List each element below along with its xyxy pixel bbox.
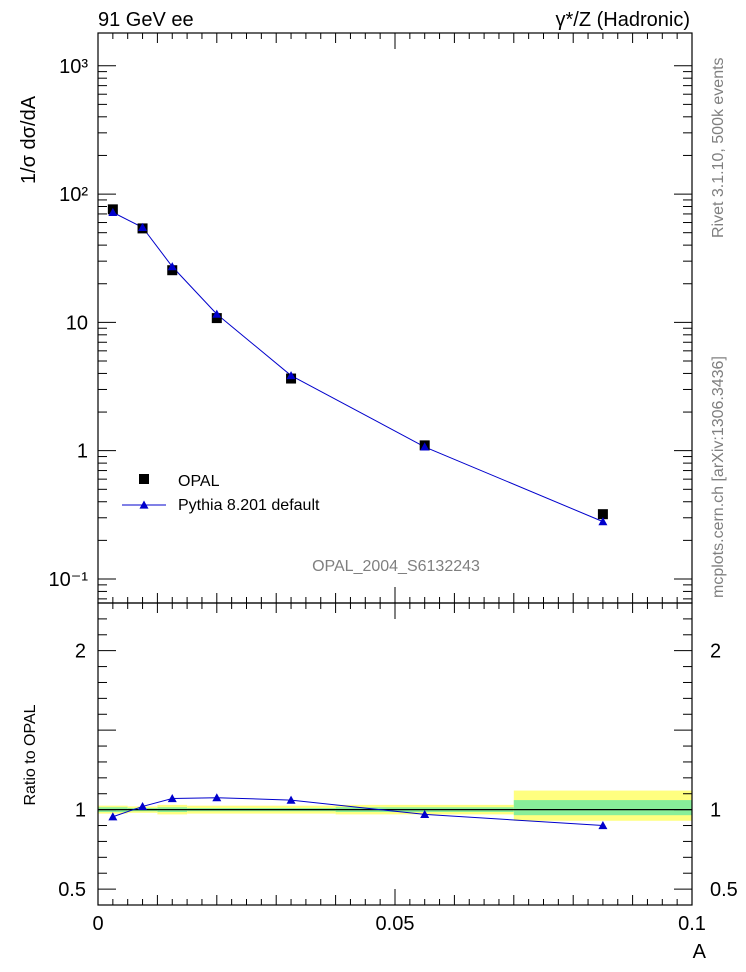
- legend-opal-marker: [139, 474, 149, 484]
- ratio-mc-point-4: [286, 795, 296, 804]
- ratio-ytick-label-left-0: 2: [75, 641, 86, 663]
- header-right: γ*/Z (Hadronic): [556, 9, 690, 31]
- ratio-mc-point-3: [212, 793, 222, 802]
- mc-point-6: [598, 517, 608, 526]
- ratio-ytick-label-left-2: 0.5: [58, 879, 86, 901]
- opal-point-3: [211, 313, 222, 324]
- header-left: 91 GeV ee: [98, 9, 194, 31]
- mc-point-4: [286, 371, 296, 380]
- ratio-ytick-label-right-2: 0.5: [710, 879, 738, 901]
- x-axis-title: A: [693, 941, 707, 963]
- ratio-uncertainty-bands: [98, 790, 692, 821]
- ratio-mc-point-5: [420, 809, 430, 818]
- rivet-label: Rivet 3.1.10, 500k events: [710, 57, 727, 238]
- opal-point-6: [597, 509, 608, 520]
- mc-point-2: [167, 262, 177, 271]
- analysis-label: OPAL_2004_S6132243: [312, 558, 480, 575]
- main-ytick-label-4: 10⁻¹: [49, 569, 89, 591]
- ratio-mc-point-0: [108, 812, 118, 821]
- main-ytick-label-0: 10³: [59, 56, 88, 78]
- main-ytick-label-1: 10²: [59, 184, 88, 206]
- main-ytick-label-2: 10: [66, 312, 88, 334]
- ratio-panel-axes: 2 2 1 1 0.5 0.5 0 0.05 0.1: [58, 602, 738, 935]
- x-tick-label-1: 0.05: [376, 913, 415, 935]
- mcplots-label: mcplots.cern.ch [arXiv:1306.3436]: [710, 356, 727, 598]
- legend: OPAL Pythia 8.201 default: [122, 473, 320, 514]
- ratio-band-inner-6: [513, 800, 692, 816]
- ratio-mc-point-2: [167, 794, 177, 803]
- ratio-mc-point-6: [598, 821, 608, 830]
- ratio-frame: [97, 602, 693, 906]
- mc-point-3: [212, 309, 222, 318]
- x-tick-label-2: 0.1: [678, 913, 706, 935]
- legend-mc-label: Pythia 8.201 default: [178, 497, 320, 514]
- ratio-ytick-label-left-1: 1: [75, 800, 86, 822]
- x-tick-label-0: 0: [92, 913, 103, 935]
- mc-point-1: [138, 222, 148, 231]
- mc-point-0: [108, 207, 118, 216]
- ratio-ytick-label-right-1: 1: [710, 800, 721, 822]
- main-ylabel: 1/σ dσ/dA: [18, 95, 40, 184]
- main-panel-series: [107, 204, 608, 526]
- ratio-mc-point-1: [138, 801, 148, 811]
- mc-point-5: [420, 442, 430, 451]
- main-panel-axes: 10³ 10² 10 1 10⁻¹: [49, 32, 693, 604]
- ratio-ylabel: Ratio to OPAL: [22, 704, 39, 805]
- ratio-ytick-label-right-0: 2: [710, 641, 721, 663]
- legend-mc-marker: [139, 500, 149, 509]
- ratio-panel-series: [108, 793, 608, 830]
- legend-opal-label: OPAL: [178, 473, 220, 490]
- main-ytick-label-3: 1: [77, 441, 88, 463]
